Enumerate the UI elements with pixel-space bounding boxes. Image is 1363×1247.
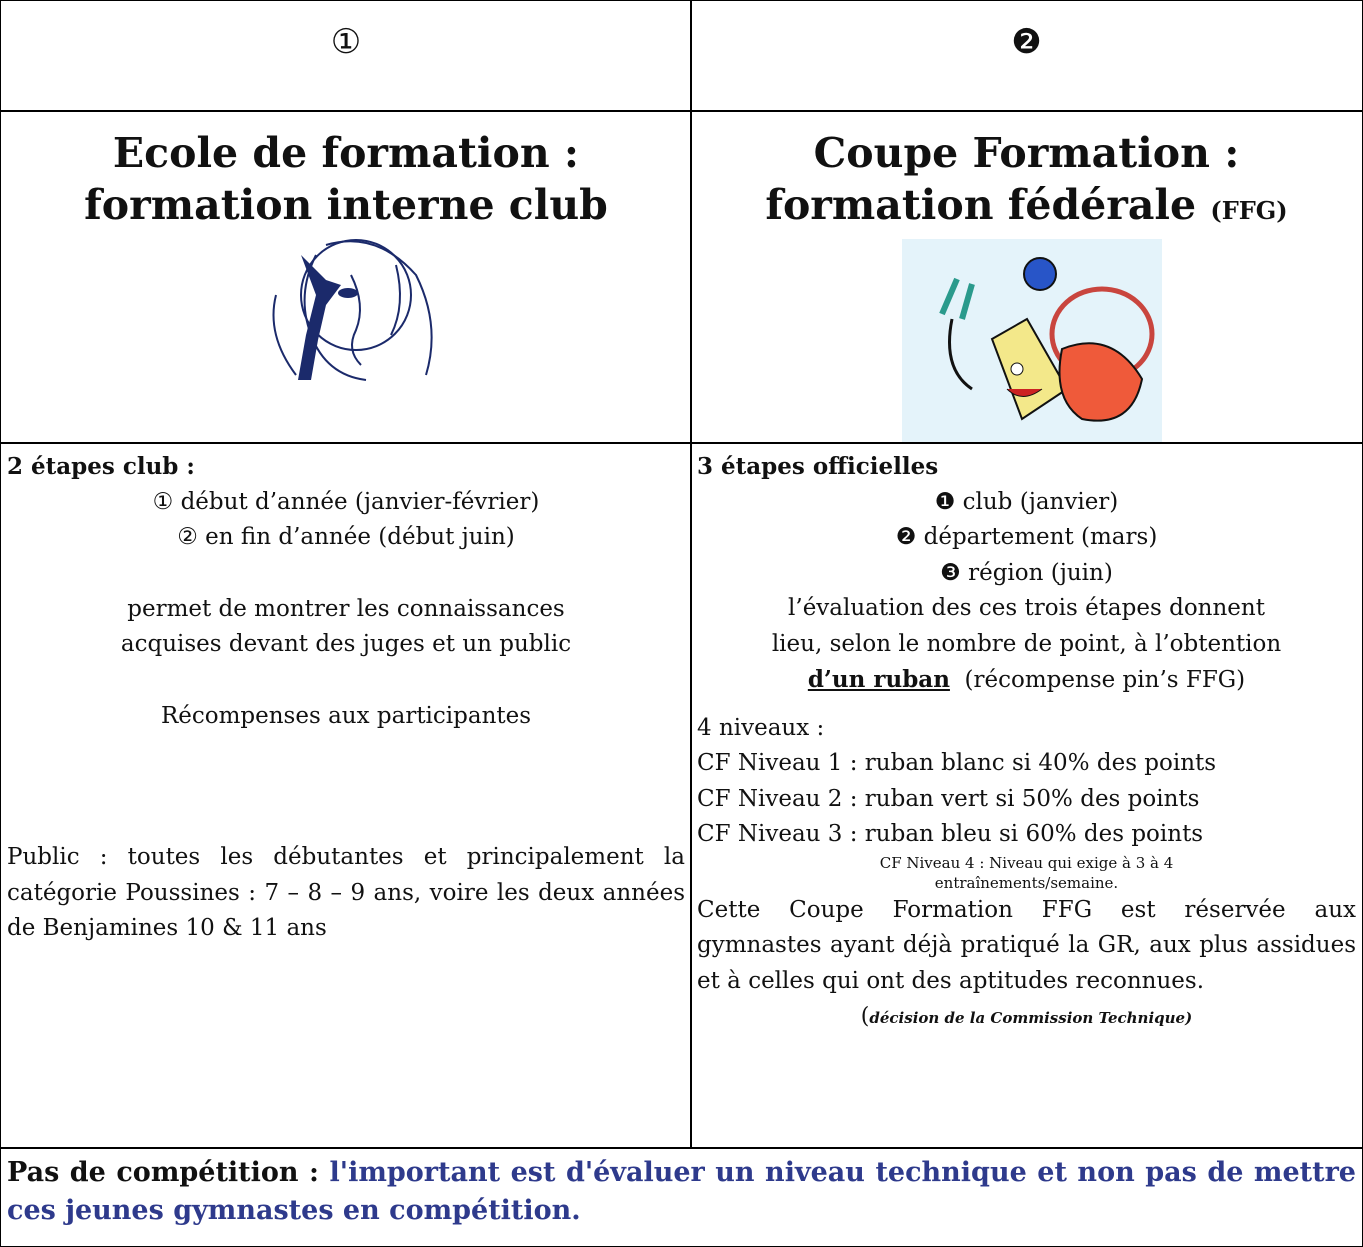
ribbon-line: d’un ruban (récompense pin’s FFG) [697, 662, 1356, 699]
header-right: ❷ [690, 0, 1363, 112]
step: ❸ région (juin) [940, 559, 1113, 586]
eligibility: Cette Coupe Formation FFG est réservée a… [697, 896, 1356, 994]
right-title-cell: Coupe Formation : formation fédérale (FF… [690, 110, 1363, 444]
footer: Pas de compétition : l'important est d'é… [0, 1147, 1363, 1247]
step: ① début d’année (janvier-février) [152, 488, 540, 515]
decision-open: ( [860, 1004, 870, 1029]
step: ❶ club (janvier) [934, 488, 1119, 515]
title-line: formation interne club [84, 181, 608, 229]
evaluation-line: l’évaluation des ces trois étapes donnen… [788, 595, 1265, 621]
level: CF Niveau 1 : ruban blanc si 40% des poi… [697, 750, 1217, 776]
footer-lead: Pas de compétition : [7, 1157, 330, 1188]
levels-heading: 4 niveaux : [697, 714, 825, 741]
step: ❷ département (mars) [895, 524, 1158, 550]
purpose-line: permet de montrer les connaissances [127, 595, 565, 622]
right-content: 3 étapes officielles ❶ club (janvier) ❷ … [690, 442, 1363, 1149]
level4-line: entraînements/semaine. [934, 873, 1119, 892]
audience: Public : toutes les débutantes et princi… [7, 844, 685, 941]
left-title-cell: Ecole de formation : formation interne c… [0, 110, 692, 444]
title-text: formation fédérale [765, 181, 1197, 229]
title-line: formation fédérale (FFG) [691, 179, 1362, 237]
left-content: 2 étapes club : ① début d’année (janvier… [0, 442, 692, 1149]
ribbon-note: (récompense pin’s FFG) [949, 667, 1246, 693]
gymnast-illustration [272, 239, 433, 381]
steps-heading: 3 étapes officielles [697, 453, 939, 480]
ribbon-emphasis: d’un ruban [807, 666, 950, 693]
steps-heading: 2 étapes club : [7, 453, 195, 480]
rewards: Récompenses aux participantes [160, 702, 532, 729]
title-suffix: (FFG) [1210, 196, 1288, 225]
decision: décision de la Commission Technique) [869, 1009, 1193, 1027]
purpose-line: acquises devant des juges et un public [120, 631, 572, 657]
title-line: Coupe Formation : [813, 129, 1240, 177]
right-title: Coupe Formation : formation fédérale (FF… [691, 127, 1362, 237]
level: CF Niveau 2 : ruban vert si 50% des poin… [697, 785, 1200, 812]
step: ② en fin d’année (début juin) [177, 524, 515, 550]
evaluation-line: lieu, selon le nombre de point, à l’obte… [771, 630, 1282, 657]
cartoon-illustration [902, 239, 1162, 443]
level4-line: CF Niveau 4 : Niveau qui exige à 3 à 4 [879, 853, 1174, 872]
title-line: Ecole de formation : [112, 129, 580, 177]
level: CF Niveau 3 : ruban bleu si 60% des poin… [697, 821, 1204, 847]
left-title: Ecole de formation : formation interne c… [1, 127, 691, 231]
decision-line: (décision de la Commission Technique) [697, 999, 1356, 1037]
header-left: ① [0, 0, 692, 112]
